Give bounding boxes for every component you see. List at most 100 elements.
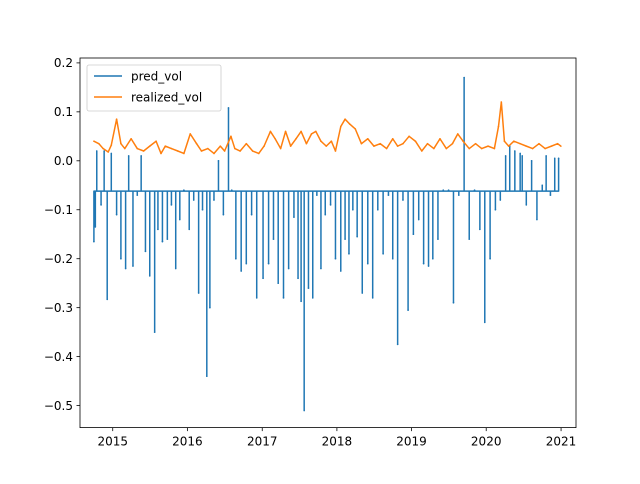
- data-point-pred-vol: [557, 157, 560, 160]
- data-point-pred-vol: [95, 150, 98, 152]
- data-point-pred-vol: [103, 150, 105, 152]
- data-point-pred-vol: [447, 189, 450, 191]
- data-point-realized-vol: [344, 118, 346, 120]
- data-point-pred-vol: [334, 257, 337, 260]
- data-point-realized-vol: [170, 147, 173, 150]
- data-point-pred-vol: [412, 233, 415, 236]
- data-point-pred-vol: [106, 298, 108, 301]
- data-point-realized-vol: [396, 145, 399, 147]
- data-point-pred-vol: [148, 275, 151, 277]
- data-point-pred-vol: [339, 270, 342, 272]
- data-point-realized-vol: [274, 137, 276, 140]
- data-point-pred-vol: [417, 218, 420, 221]
- data-point-pred-vol: [387, 194, 390, 196]
- data-point-pred-vol: [166, 238, 169, 240]
- data-point-pred-vol: [553, 157, 556, 160]
- data-point-realized-vol: [474, 142, 477, 145]
- data-point-realized-vol: [468, 147, 471, 150]
- data-point-pred-vol: [297, 277, 299, 280]
- data-point-realized-vol: [98, 142, 100, 145]
- data-point-realized-vol: [213, 152, 215, 155]
- data-point-realized-vol: [107, 151, 110, 153]
- data-point-pred-vol: [161, 240, 164, 243]
- data-point-pred-vol: [293, 216, 295, 218]
- data-point-pred-vol: [245, 262, 248, 265]
- data-point-realized-vol: [176, 150, 179, 152]
- legend-label-pred-vol: pred_vol: [131, 70, 182, 84]
- data-point-pred-vol: [407, 309, 409, 311]
- data-point-realized-vol: [93, 140, 95, 143]
- data-point-pred-vol: [272, 238, 275, 240]
- data-point-pred-vol: [483, 321, 486, 324]
- data-point-pred-vol: [240, 270, 242, 272]
- data-point-pred-vol: [324, 213, 327, 216]
- data-point-pred-vol: [356, 235, 358, 238]
- data-point-pred-vol: [227, 107, 230, 109]
- data-point-pred-vol: [277, 282, 280, 284]
- data-point-pred-vol: [132, 265, 134, 267]
- data-point-realized-vol: [110, 144, 113, 146]
- plot-frame: [79, 57, 577, 429]
- data-point-pred-vol: [391, 257, 394, 260]
- data-point-pred-vol: [230, 189, 233, 191]
- data-point-realized-vol: [189, 133, 192, 135]
- data-point-pred-vol: [499, 199, 502, 201]
- data-point-realized-vol: [148, 145, 151, 147]
- data-point-pred-vol: [316, 194, 318, 196]
- x-tick-label: 2018: [322, 435, 353, 449]
- legend-label-realized-vol: realized_vol: [131, 91, 202, 105]
- data-point-pred-vol: [222, 213, 225, 216]
- data-point-pred-vol: [377, 208, 379, 211]
- data-point-pred-vol: [352, 208, 354, 211]
- data-point-realized-vol: [195, 142, 198, 145]
- data-point-realized-vol: [497, 125, 500, 128]
- data-point-realized-vol: [513, 140, 515, 143]
- data-point-realized-vol: [360, 142, 363, 145]
- data-point-realized-vol: [507, 145, 510, 147]
- data-point-pred-vol: [549, 194, 552, 196]
- data-point-realized-vol: [414, 140, 417, 143]
- y-tick-label: 0.2: [54, 56, 73, 70]
- data-point-pred-vol: [188, 228, 191, 231]
- data-point-realized-vol: [366, 137, 369, 140]
- data-point-pred-vol: [541, 184, 544, 187]
- data-point-pred-vol: [463, 76, 465, 79]
- data-point-realized-vol: [115, 118, 118, 120]
- data-point-pred-vol: [494, 208, 497, 211]
- data-point-realized-vol: [295, 137, 297, 140]
- y-tick-label: −0.4: [44, 350, 73, 364]
- series-layer: [93, 76, 562, 412]
- x-axis: 2015 2016 2017 2018 2019 2020 2021: [97, 427, 576, 449]
- data-point-realized-vol: [334, 150, 337, 152]
- data-point-pred-vol: [442, 189, 445, 191]
- data-point-pred-vol: [371, 297, 374, 299]
- data-point-pred-vol: [136, 194, 139, 196]
- data-point-pred-vol: [235, 257, 237, 260]
- data-point-realized-vol: [402, 142, 404, 145]
- data-point-realized-vol: [525, 145, 528, 147]
- series-line-pred-vol: [93, 76, 560, 412]
- data-point-realized-vol: [279, 147, 282, 150]
- data-point-pred-vol: [427, 265, 430, 267]
- data-point-realized-vol: [433, 147, 435, 150]
- data-point-pred-vol: [267, 262, 270, 265]
- y-tick-label: −0.3: [44, 301, 73, 315]
- data-point-realized-vol: [305, 142, 308, 145]
- data-point-realized-vol: [456, 133, 459, 135]
- data-point-realized-vol: [480, 147, 483, 150]
- data-point-realized-vol: [531, 147, 534, 150]
- data-point-pred-vol: [452, 301, 455, 304]
- x-tick-label: 2015: [97, 435, 128, 449]
- data-point-realized-vol: [223, 150, 226, 152]
- data-point-realized-vol: [234, 147, 236, 150]
- data-point-realized-vol: [164, 145, 167, 147]
- data-point-realized-vol: [123, 147, 126, 150]
- data-point-realized-vol: [385, 147, 388, 150]
- legend: pred_vol realized_vol: [86, 64, 222, 112]
- data-point-realized-vol: [257, 152, 260, 155]
- data-point-realized-vol: [230, 135, 232, 138]
- data-point-pred-vol: [206, 375, 208, 378]
- data-point-realized-vol: [445, 147, 448, 150]
- data-point-pred-vol: [115, 213, 118, 216]
